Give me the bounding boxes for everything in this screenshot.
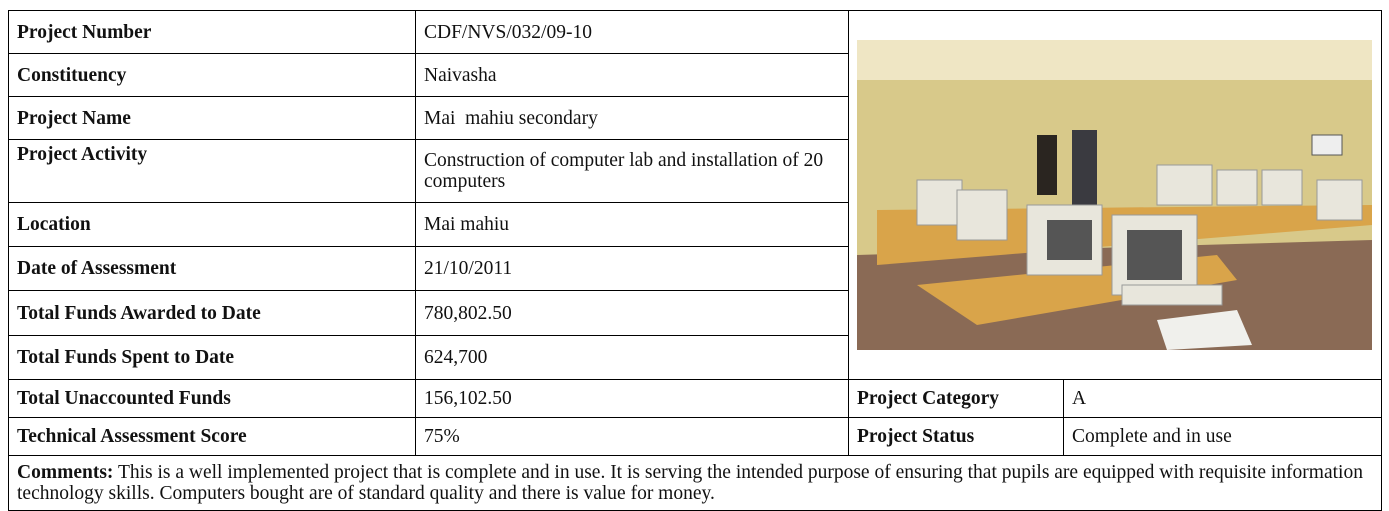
row: Date of Assessment 21/10/2011 — [8, 246, 1382, 292]
value: Mai mahiu — [415, 202, 849, 248]
comments-row: Comments: This is a well implemented pro… — [8, 455, 1382, 511]
value: Naivasha — [415, 53, 849, 98]
comments-label: Comments: — [17, 462, 114, 483]
value: A — [1063, 379, 1382, 418]
label: Total Funds Spent to Date — [8, 334, 416, 381]
label: Total Funds Awarded to Date — [8, 290, 416, 336]
value: Complete and in use — [1063, 417, 1382, 456]
value: Construction of computer lab and install… — [415, 139, 849, 204]
label: Technical Assessment Score — [8, 417, 416, 456]
value: Mai mahiu secondary — [415, 96, 849, 141]
label: Date of Assessment — [8, 246, 416, 292]
row: Project Name Mai mahiu secondary — [8, 96, 1382, 141]
value: CDF/NVS/032/09-10 — [415, 9, 849, 55]
photo — [857, 40, 1372, 350]
value: 156,102.50 — [415, 379, 849, 418]
row: Technical Assessment Score 75% Project St… — [8, 417, 1382, 456]
row: Constituency Naivasha — [8, 53, 1382, 98]
label: Project Activity — [8, 139, 416, 204]
value: 780,802.50 — [415, 290, 849, 336]
row: Total Unaccounted Funds 156,102.50 Projec… — [8, 379, 1382, 418]
label: Project Category — [848, 379, 1064, 418]
row: Project Number CDF/NVS/032/09-10 — [8, 9, 1382, 380]
value: 75% — [415, 417, 849, 456]
label: Location — [8, 202, 416, 248]
label: Total Unaccounted Funds — [8, 379, 416, 418]
label: Project Status — [848, 417, 1064, 456]
label: Constituency — [8, 53, 416, 98]
label: Project Number — [8, 9, 416, 55]
row: Location Mai mahiu — [8, 202, 1382, 248]
label: Project Name — [8, 96, 416, 141]
project-table: Project Number CDF/NVS/032/09-10 Constitu… — [8, 9, 1382, 511]
comments-text: This is a well implemented project that … — [17, 462, 1368, 504]
comments: Comments: This is a well implemented pro… — [8, 455, 1382, 511]
value: 21/10/2011 — [415, 246, 849, 292]
value: 624,700 — [415, 334, 849, 381]
row: Project Activity Construction of computer… — [8, 139, 1382, 204]
row: Total Funds Spent to Date 624,700 — [8, 334, 1382, 381]
photo-cell — [848, 10, 1382, 380]
